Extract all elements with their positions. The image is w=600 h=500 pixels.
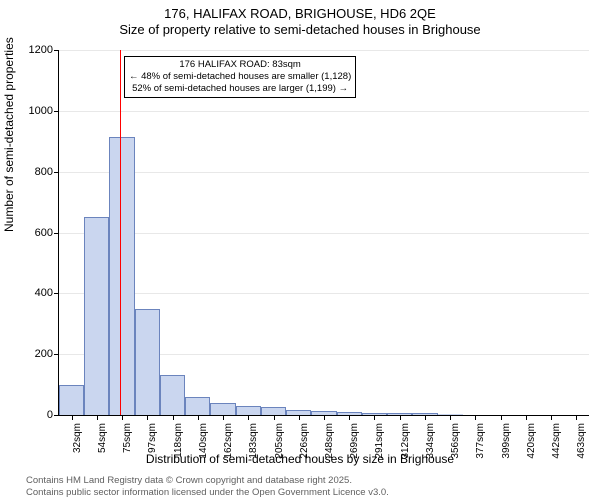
y-tick-label: 1000 — [13, 105, 53, 117]
histogram-bar — [135, 309, 160, 415]
chart-area: 02004006008001000120032sqm54sqm75sqm97sq… — [58, 50, 588, 415]
histogram-bar — [160, 375, 185, 415]
y-tick-mark — [54, 415, 59, 416]
y-tick-mark — [54, 50, 59, 51]
x-tick-mark — [173, 415, 174, 420]
y-axis-label: Number of semi-detached properties — [2, 37, 16, 232]
annotation-line: 52% of semi-detached houses are larger (… — [129, 83, 351, 95]
y-tick-label: 600 — [13, 227, 53, 239]
histogram-bar — [210, 403, 235, 415]
annotation-line: 176 HALIFAX ROAD: 83sqm — [129, 59, 351, 71]
x-tick-mark — [475, 415, 476, 420]
histogram-bar — [59, 385, 84, 415]
y-tick-label: 800 — [13, 166, 53, 178]
attribution-line-1: Contains HM Land Registry data © Crown c… — [26, 475, 352, 486]
x-tick-mark — [501, 415, 502, 420]
annotation-box: 176 HALIFAX ROAD: 83sqm← 48% of semi-det… — [124, 56, 356, 98]
histogram-bar — [109, 137, 134, 415]
y-tick-label: 0 — [13, 409, 53, 421]
histogram-bar — [84, 217, 109, 415]
x-tick-mark — [299, 415, 300, 420]
chart-title-sub: Size of property relative to semi-detach… — [0, 22, 600, 37]
y-tick-mark — [54, 111, 59, 112]
x-tick-mark — [324, 415, 325, 420]
gridline — [59, 293, 589, 294]
x-axis-label: Distribution of semi-detached houses by … — [0, 452, 600, 466]
x-tick-mark — [576, 415, 577, 420]
reference-vline — [120, 50, 121, 415]
y-tick-mark — [54, 233, 59, 234]
y-tick-mark — [54, 293, 59, 294]
y-tick-label: 400 — [13, 287, 53, 299]
x-tick-mark — [198, 415, 199, 420]
x-tick-mark — [274, 415, 275, 420]
x-tick-mark — [349, 415, 350, 420]
y-tick-mark — [54, 354, 59, 355]
x-tick-mark — [425, 415, 426, 420]
x-tick-mark — [72, 415, 73, 420]
x-tick-mark — [551, 415, 552, 420]
chart-title-main: 176, HALIFAX ROAD, BRIGHOUSE, HD6 2QE — [0, 6, 600, 21]
y-tick-mark — [54, 172, 59, 173]
y-tick-label: 200 — [13, 348, 53, 360]
y-tick-label: 1200 — [13, 44, 53, 56]
histogram-bar — [185, 397, 210, 415]
annotation-line: ← 48% of semi-detached houses are smalle… — [129, 71, 351, 83]
x-tick-mark — [122, 415, 123, 420]
x-tick-mark — [400, 415, 401, 420]
x-tick-mark — [147, 415, 148, 420]
histogram-bar — [236, 406, 261, 415]
gridline — [59, 233, 589, 234]
x-tick-mark — [97, 415, 98, 420]
histogram-bar — [261, 407, 286, 415]
x-tick-mark — [223, 415, 224, 420]
x-tick-mark — [248, 415, 249, 420]
gridline — [59, 50, 589, 51]
x-tick-mark — [450, 415, 451, 420]
x-tick-mark — [526, 415, 527, 420]
gridline — [59, 111, 589, 112]
plot-area: 02004006008001000120032sqm54sqm75sqm97sq… — [58, 50, 589, 416]
attribution-line-2: Contains public sector information licen… — [26, 487, 389, 498]
gridline — [59, 172, 589, 173]
x-tick-mark — [374, 415, 375, 420]
